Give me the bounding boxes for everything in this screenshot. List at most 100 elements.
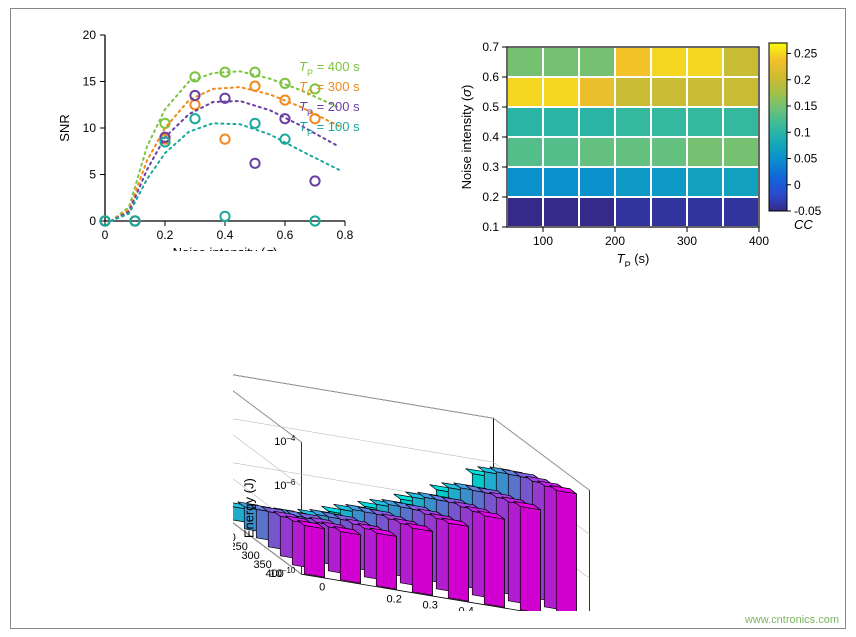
heatmap-cell xyxy=(580,168,614,196)
marker-Tp200 xyxy=(250,159,259,168)
svg-text:0.3: 0.3 xyxy=(482,160,499,174)
svg-text:0.2: 0.2 xyxy=(157,228,174,242)
heatmap-cell xyxy=(688,108,722,136)
svg-text:SNR: SNR xyxy=(57,114,72,141)
heatmap-cell xyxy=(544,48,578,76)
heatmap-cell xyxy=(724,108,758,136)
marker-Tp300 xyxy=(190,100,199,109)
svg-text:Energy (J): Energy (J) xyxy=(241,478,256,538)
bar-front xyxy=(448,523,468,601)
marker-Tp300 xyxy=(250,82,259,91)
cc-heatmap-svg: 1002003004000.10.20.30.40.50.60.7TP (s)N… xyxy=(451,23,831,267)
svg-text:0.15: 0.15 xyxy=(794,99,818,113)
snr-scatter-svg: 00.20.40.60.805101520Noise intensity (σ)… xyxy=(47,23,397,251)
heatmap-cell xyxy=(616,48,650,76)
svg-text:0.4: 0.4 xyxy=(459,605,474,611)
heatmap-cell xyxy=(652,168,686,196)
svg-text:200: 200 xyxy=(605,234,625,248)
legend-Tp400: TP = 400 s xyxy=(299,59,360,78)
legend-Tp100: TP = 100 s xyxy=(299,119,360,138)
svg-text:Noise intensity (σ): Noise intensity (σ) xyxy=(173,245,278,251)
marker-Tp100 xyxy=(190,114,199,123)
marker-Tp100 xyxy=(220,212,229,221)
heatmap-cell xyxy=(580,138,614,166)
heatmap-cell xyxy=(508,78,542,106)
svg-text:0: 0 xyxy=(319,581,325,593)
heatmap-cell xyxy=(544,78,578,106)
bar-front xyxy=(412,528,432,595)
svg-text:0.1: 0.1 xyxy=(482,220,499,234)
bar-front xyxy=(304,525,324,577)
svg-text:0.4: 0.4 xyxy=(482,130,499,144)
svg-text:5: 5 xyxy=(89,168,96,182)
curve-Tp100 xyxy=(111,123,339,221)
svg-text:0.7: 0.7 xyxy=(482,40,499,54)
marker-Tp100 xyxy=(250,119,259,128)
svg-text:10–4: 10–4 xyxy=(274,434,296,449)
svg-text:0: 0 xyxy=(794,178,801,192)
svg-text:CC: CC xyxy=(794,217,813,232)
heatmap-cell xyxy=(724,198,758,226)
heatmap-cell xyxy=(544,108,578,136)
legend-Tp200: TP = 200 s xyxy=(299,99,360,118)
marker-Tp200 xyxy=(310,176,319,185)
bar-front xyxy=(556,490,576,611)
heatmap-cell xyxy=(508,108,542,136)
svg-text:200: 200 xyxy=(233,532,236,544)
heatmap-cell xyxy=(616,108,650,136)
heatmap-cell xyxy=(688,78,722,106)
bar-front xyxy=(484,516,504,607)
heatmap-cell xyxy=(688,168,722,196)
heatmap-cell xyxy=(688,138,722,166)
svg-text:0.2: 0.2 xyxy=(387,593,402,605)
svg-text:0.2: 0.2 xyxy=(482,190,499,204)
legend-Tp300: TP = 300 s xyxy=(299,79,360,98)
heatmap-cell xyxy=(724,78,758,106)
snr-scatter-panel: 00.20.40.60.805101520Noise intensity (σ)… xyxy=(47,23,397,251)
svg-text:0.1: 0.1 xyxy=(794,125,811,139)
figure-frame: 00.20.40.60.805101520Noise intensity (σ)… xyxy=(10,8,846,629)
svg-text:0: 0 xyxy=(89,214,96,228)
colorbar xyxy=(769,43,787,211)
svg-text:400: 400 xyxy=(749,234,769,248)
svg-text:100: 100 xyxy=(533,234,553,248)
heatmap-cell xyxy=(616,168,650,196)
heatmap-cell xyxy=(724,138,758,166)
svg-text:0.3: 0.3 xyxy=(423,599,438,611)
svg-text:Noise intensity (σ): Noise intensity (σ) xyxy=(459,85,474,190)
heatmap-cell xyxy=(508,48,542,76)
svg-text:0.25: 0.25 xyxy=(794,47,818,61)
marker-Tp400 xyxy=(250,68,259,77)
marker-Tp300 xyxy=(220,135,229,144)
heatmap-cell xyxy=(688,48,722,76)
heatmap-cell xyxy=(652,138,686,166)
energy-3dbar-svg: 10–1010–810–610–400.20.30.40.50.60.74003… xyxy=(233,311,653,611)
svg-text:20: 20 xyxy=(83,28,97,42)
heatmap-cell xyxy=(652,48,686,76)
heatmap-cell xyxy=(580,198,614,226)
svg-text:-0.05: -0.05 xyxy=(794,204,822,218)
heatmap-cell xyxy=(616,198,650,226)
heatmap-cell xyxy=(616,78,650,106)
heatmap-cell xyxy=(580,108,614,136)
heatmap-cell xyxy=(508,168,542,196)
heatmap-cell xyxy=(652,108,686,136)
heatmap-cell xyxy=(544,198,578,226)
heatmap-cell xyxy=(688,198,722,226)
svg-text:0.6: 0.6 xyxy=(277,228,294,242)
heatmap-cell xyxy=(580,48,614,76)
bar-front xyxy=(520,506,540,611)
bar-front xyxy=(340,531,360,583)
heatmap-cell xyxy=(508,138,542,166)
heatmap-cell xyxy=(544,168,578,196)
svg-text:0.4: 0.4 xyxy=(217,228,234,242)
heatmap-cell xyxy=(652,198,686,226)
bar-front xyxy=(376,533,396,589)
watermark: www.cntronics.com xyxy=(745,614,839,626)
heatmap-cell xyxy=(652,78,686,106)
svg-text:15: 15 xyxy=(83,75,97,89)
svg-text:10: 10 xyxy=(83,121,97,135)
energy-3dbar-panel: 10–1010–810–610–400.20.30.40.50.60.74003… xyxy=(233,311,653,611)
heatmap-cell xyxy=(580,78,614,106)
heatmap-cell xyxy=(616,138,650,166)
